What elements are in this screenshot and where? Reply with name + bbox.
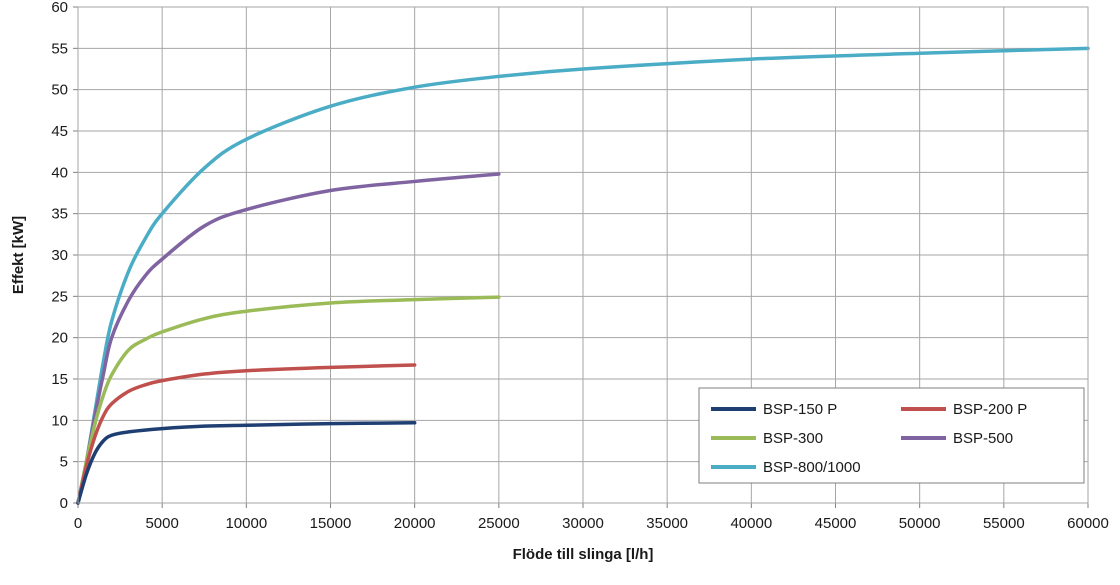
legend-label: BSP-300 [763, 430, 823, 447]
plot-border [77, 6, 1089, 504]
legend-label: BSP-800/1000 [763, 459, 861, 476]
x-tick-label: 0 [74, 515, 82, 532]
x-tick-label: 40000 [730, 515, 772, 532]
series-line-bsp-300 [76, 295, 501, 505]
x-tick-label: 45000 [815, 515, 857, 532]
y-tick-label: 10 [51, 412, 68, 429]
legend-box [698, 387, 1085, 484]
series-lines [76, 46, 1090, 505]
grid [77, 6, 1089, 504]
x-tick-label: 25000 [478, 515, 520, 532]
x-tick-label: 35000 [646, 515, 688, 532]
series-line-bsp-800-1000 [76, 46, 1090, 505]
axis-ticks: 0 5 10 15 20 25 30 35 40 45 50 55 60 0 5000 10000 15000 2… [51, 0, 1109, 532]
series-line-bsp-500 [76, 172, 501, 505]
y-tick-label: 35 [51, 206, 68, 223]
y-tick-label: 15 [51, 371, 68, 388]
y-tick-label: 45 [51, 123, 68, 140]
y-tick-label: 40 [51, 164, 68, 181]
y-tick-label: 55 [51, 40, 68, 57]
y-tick-label: 25 [51, 288, 68, 305]
y-axis-title: Effekt [kW] [10, 216, 27, 294]
x-axis-title: Flöde till slinga [l/h] [513, 546, 654, 563]
y-tick-label: 20 [51, 330, 68, 347]
y-tick-label: 30 [51, 247, 68, 264]
x-tick-label: 15000 [310, 515, 352, 532]
x-tick-label: 5000 [145, 515, 178, 532]
legend-label: BSP-200 P [953, 401, 1027, 418]
y-tick-label: 50 [51, 82, 68, 99]
x-tick-label: 10000 [225, 515, 267, 532]
x-tick-label: 30000 [562, 515, 604, 532]
y-tick-label: 5 [60, 454, 68, 471]
series-line-bsp-200-p [76, 363, 417, 505]
legend-label: BSP-150 P [763, 401, 837, 418]
x-tick-label: 20000 [394, 515, 436, 532]
legend-label: BSP-500 [953, 430, 1013, 447]
x-tick-label: 55000 [983, 515, 1025, 532]
series-line-bsp-150-p [76, 421, 417, 505]
y-tick-label: 0 [60, 495, 68, 512]
x-tick-label: 60000 [1067, 515, 1109, 532]
y-tick-label: 60 [51, 0, 68, 16]
legend: BSP-150 P BSP-200 P BSP-300 BSP-500 BSP-800/… [698, 387, 1085, 484]
x-tick-label: 50000 [899, 515, 941, 532]
